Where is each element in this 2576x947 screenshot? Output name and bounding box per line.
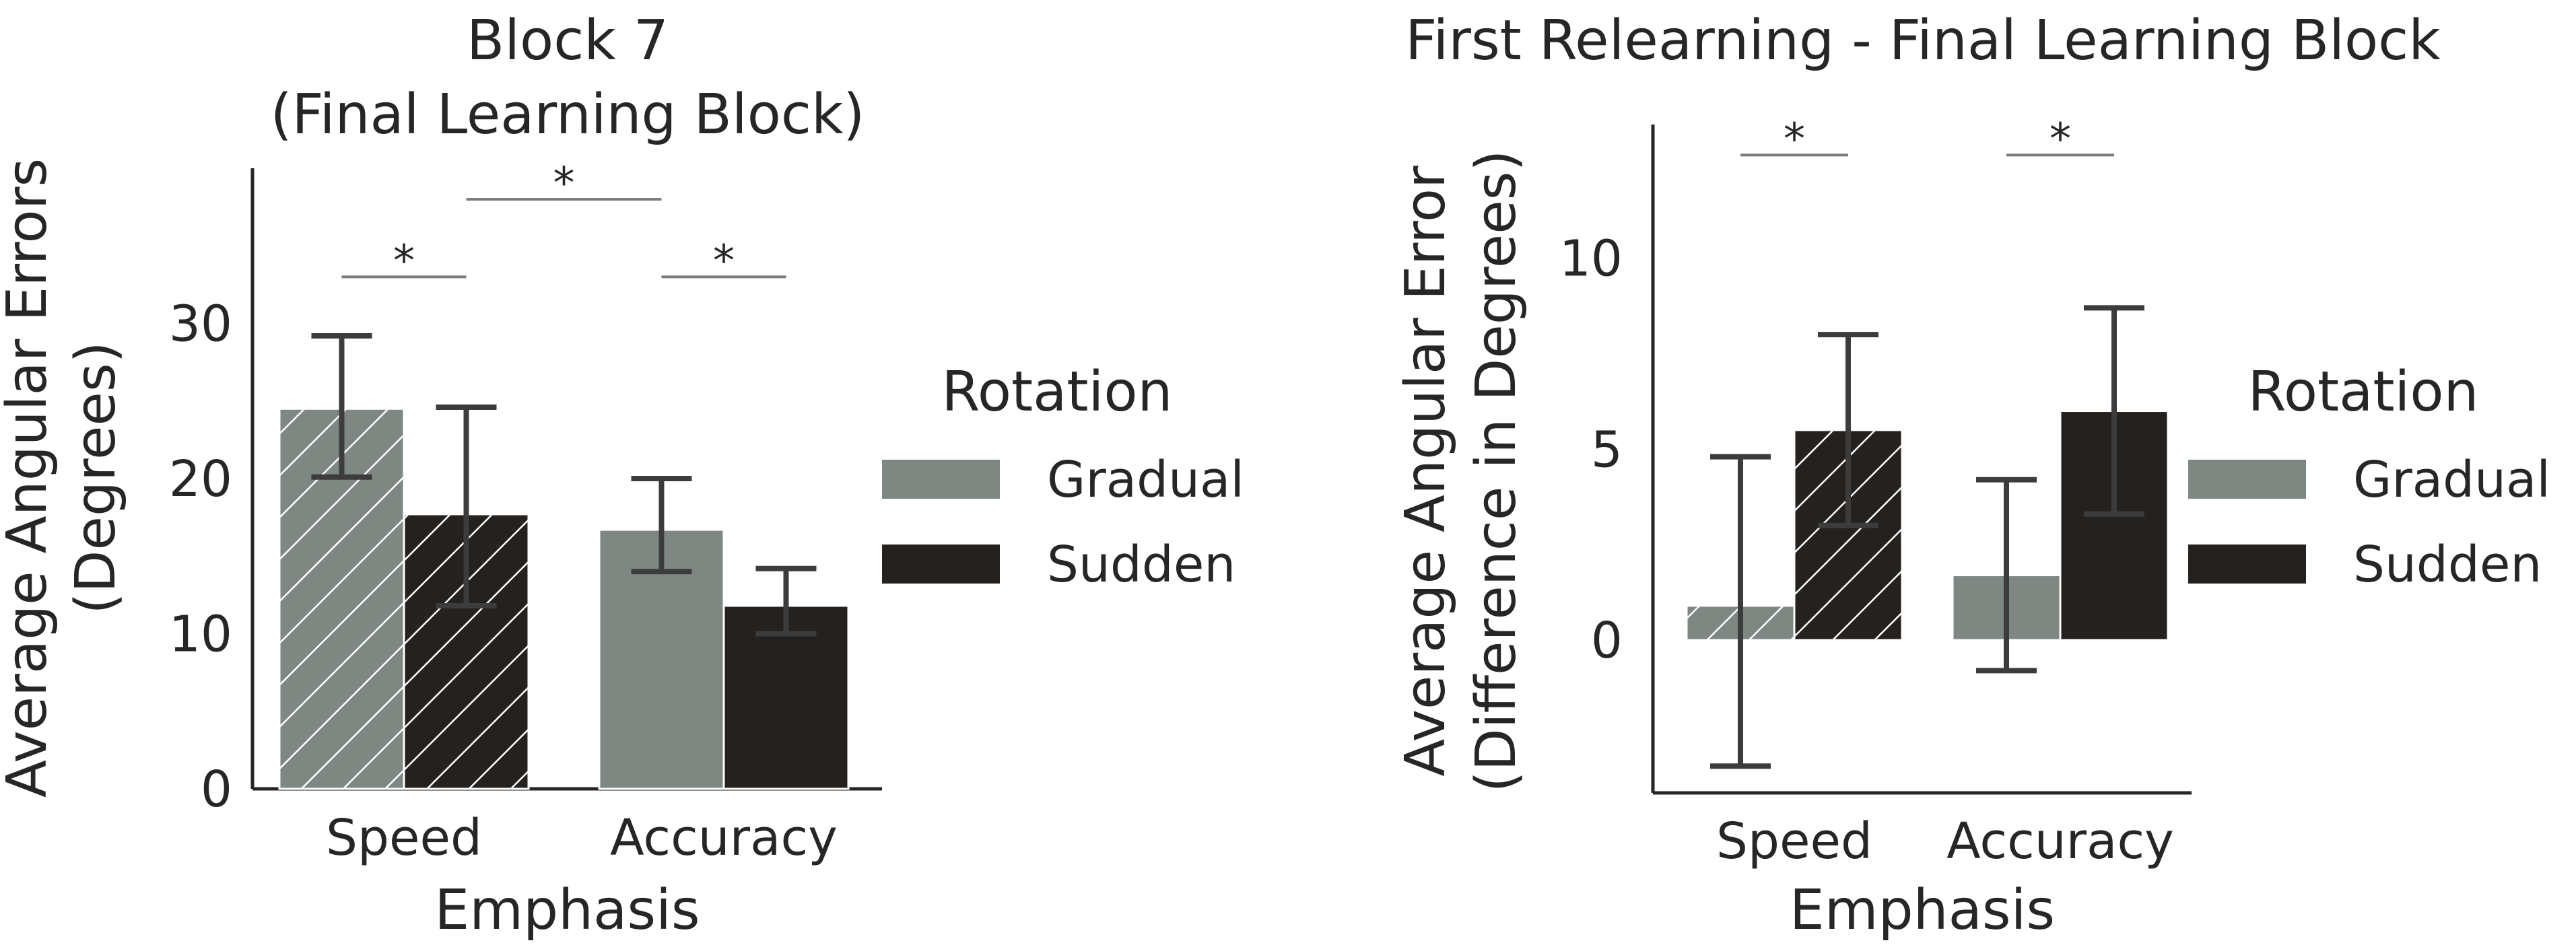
legend-label-sudden: Sudden <box>2353 536 2542 594</box>
legend-swatch-sudden <box>882 545 1000 584</box>
x-tick-label-speed: Speed <box>1716 812 1872 870</box>
legend-title: Rotation <box>942 360 1173 424</box>
y-tick-label: 10 <box>1559 230 1623 288</box>
y-tick-label: 0 <box>201 761 232 818</box>
x-axis-label: Emphasis <box>434 878 700 942</box>
y-tick-label: 5 <box>1591 421 1623 479</box>
significance-star: * <box>1784 114 1805 164</box>
legend-label-gradual: Gradual <box>2353 451 2550 509</box>
bar-accuracy-sudden <box>722 604 850 790</box>
significance-star: * <box>393 236 415 286</box>
panel-relearning: First Relearning - Final Learning Block 0… <box>1394 9 2550 942</box>
significance-star: * <box>2049 114 2071 164</box>
chart-title: First Relearning - Final Learning Block <box>1405 9 2441 73</box>
legend-label-sudden: Sudden <box>1047 536 1235 594</box>
x-tick-label-accuracy: Accuracy <box>1946 812 2174 870</box>
y-axis-label: (Difference in Degrees) <box>1464 150 1528 793</box>
x-tick-label-accuracy: Accuracy <box>610 809 838 867</box>
y-axis-label: Average Angular Errors <box>0 158 59 798</box>
significance-star: * <box>553 159 575 209</box>
legend-title: Rotation <box>2248 360 2479 424</box>
legend-swatch-gradual <box>882 460 1000 499</box>
y-tick-label: 10 <box>169 606 232 664</box>
y-tick-label: 20 <box>169 450 232 508</box>
chart-title: Block 7 <box>467 9 669 73</box>
y-axis-label: Average Angular Error <box>1394 166 1458 777</box>
legend-label-gradual: Gradual <box>1047 451 1244 509</box>
y-tick-label: 30 <box>169 295 232 353</box>
significance-star: * <box>713 236 735 286</box>
y-tick-label: 0 <box>1591 612 1623 670</box>
x-axis-label: Emphasis <box>1790 878 2055 942</box>
x-tick-label-speed: Speed <box>326 809 482 867</box>
legend-swatch-gradual <box>2188 460 2306 499</box>
legend-swatch-sudden <box>2188 545 2306 584</box>
panel-block7: Block 7 (Final Learning Block) 0 10 20 30 Aver… <box>0 9 1244 942</box>
y-axis-label: (Degrees) <box>64 341 128 614</box>
chart-title: (Final Learning Block) <box>271 83 865 147</box>
